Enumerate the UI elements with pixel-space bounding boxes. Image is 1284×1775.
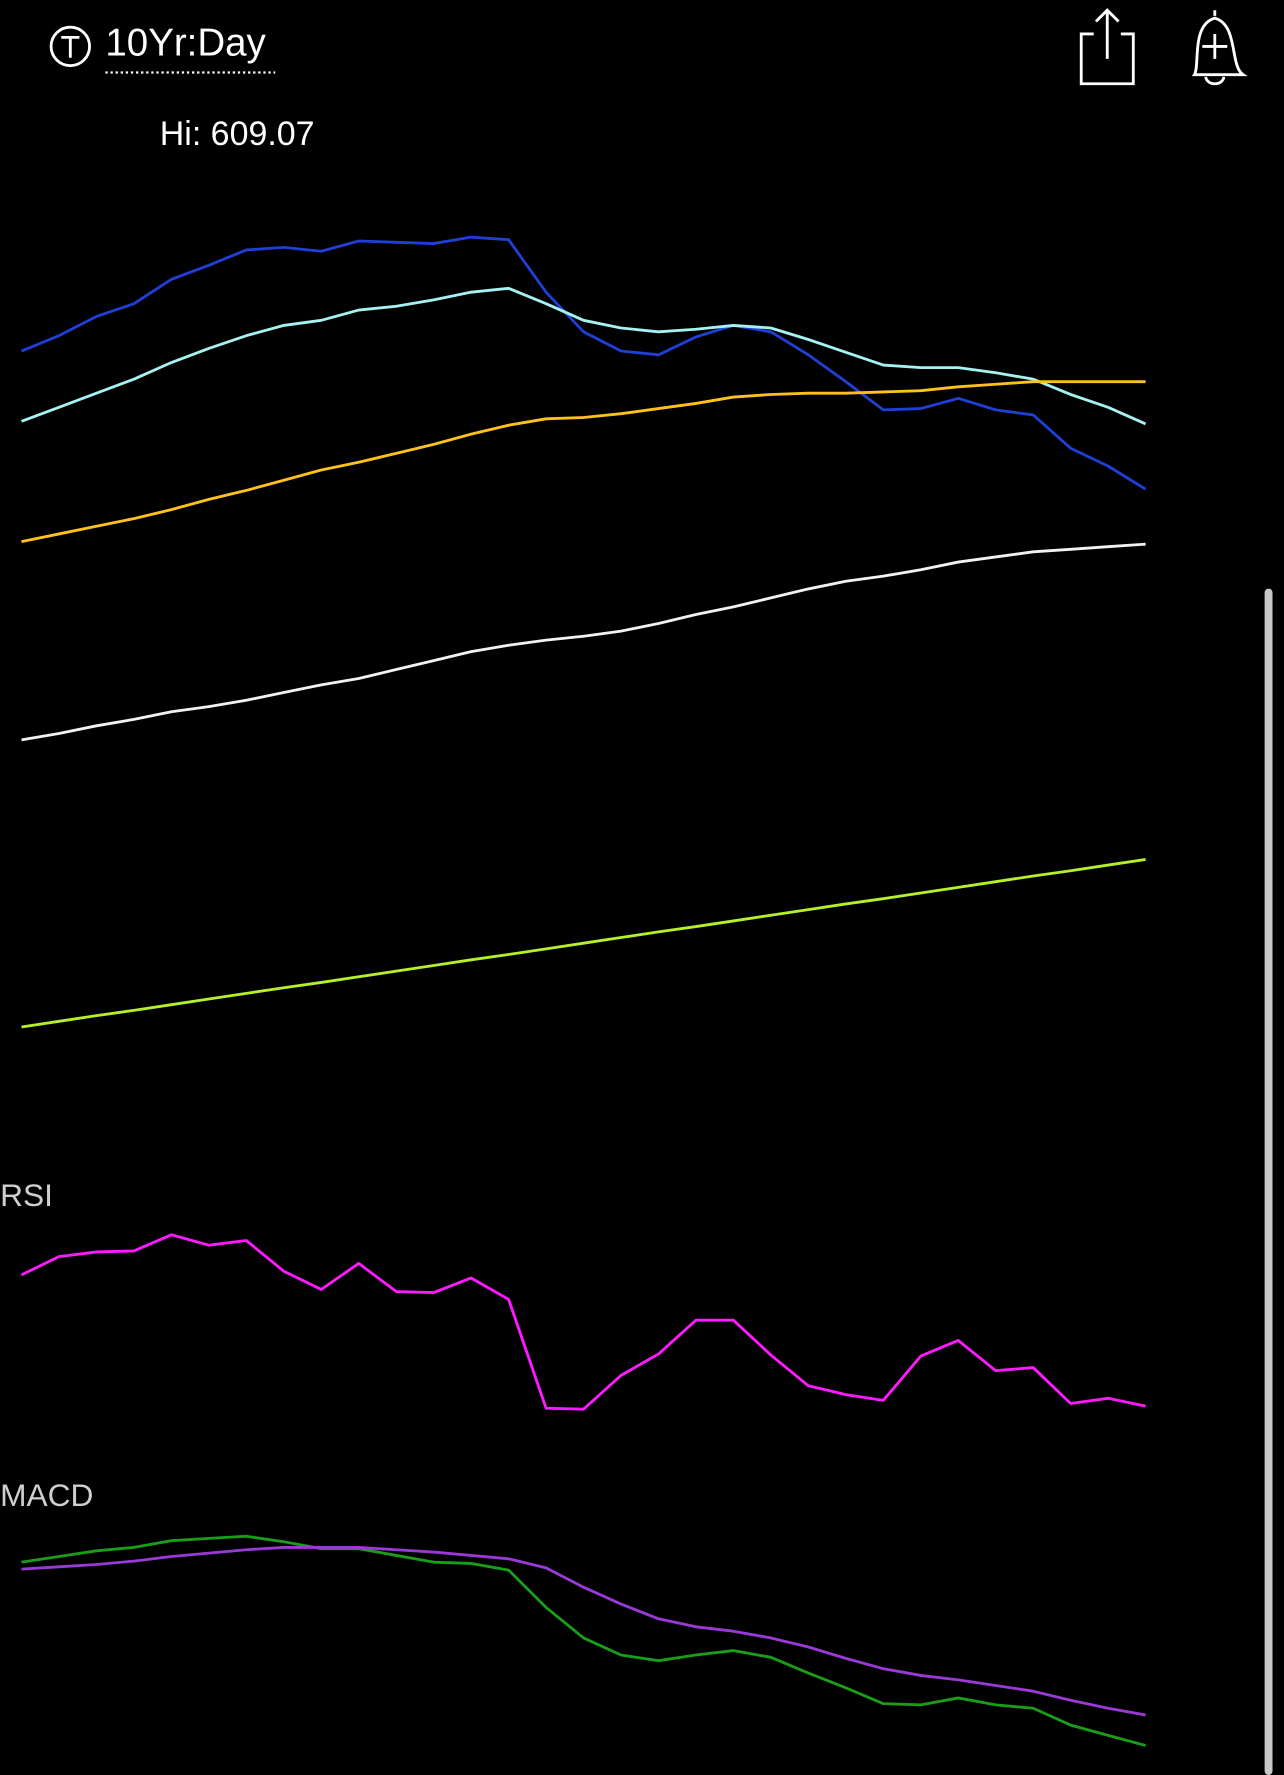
alert-button[interactable] xyxy=(1191,10,1248,86)
line xyxy=(21,1546,1146,1717)
line xyxy=(21,858,1146,1029)
panel-title: RSI xyxy=(0,1177,53,1213)
mark-layer xyxy=(20,235,1147,1747)
line xyxy=(21,1534,1146,1747)
line xyxy=(20,235,1147,491)
scrollbar[interactable] xyxy=(1264,588,1273,1775)
ticker-icon[interactable] xyxy=(49,25,91,68)
share-box xyxy=(1079,32,1135,86)
bell xyxy=(1191,10,1248,86)
high-label: Hi: 609.07 xyxy=(160,115,315,153)
panel-title: MACD xyxy=(0,1477,93,1513)
line xyxy=(21,286,1147,426)
line xyxy=(21,380,1146,543)
volume-layer xyxy=(21,858,1146,1029)
share-arrow xyxy=(1094,8,1120,59)
share-button[interactable] xyxy=(1079,8,1135,86)
icon-glyph xyxy=(61,35,80,58)
line xyxy=(21,542,1146,742)
icon-circle xyxy=(49,25,91,68)
line xyxy=(20,1233,1146,1411)
bell-plus xyxy=(1202,33,1228,59)
range-selector[interactable]: 10Yr:Day xyxy=(105,21,266,64)
